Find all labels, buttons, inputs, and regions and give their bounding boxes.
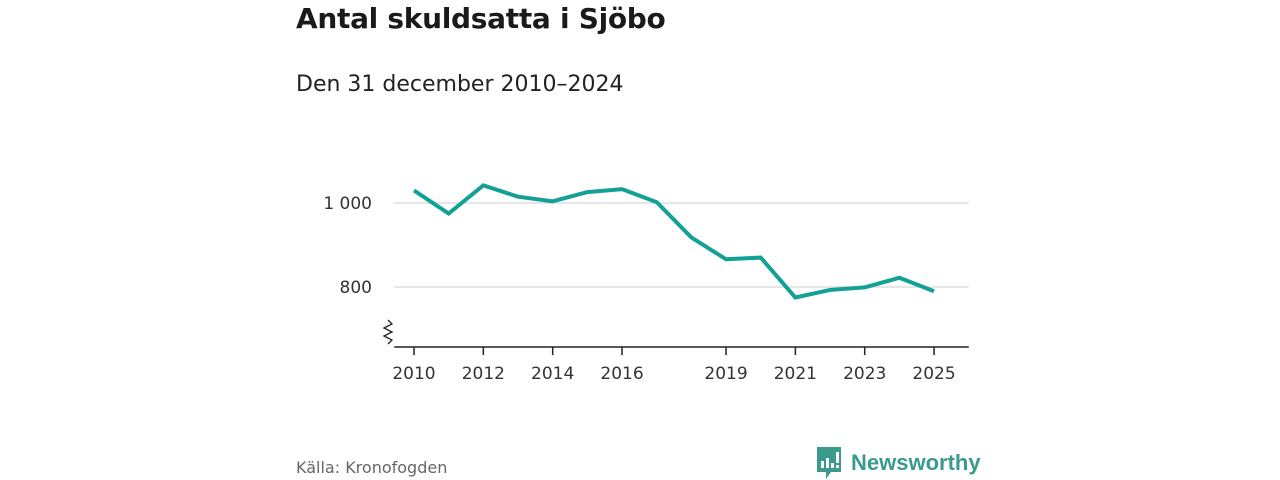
- y-tick-label: 800: [340, 278, 372, 298]
- newsworthy-logo-icon: [817, 447, 841, 479]
- axis-break-icon: [382, 319, 394, 345]
- y-tick-label: 1 000: [323, 194, 372, 214]
- x-tick-label: 2019: [704, 364, 747, 384]
- x-tick-label: 2010: [392, 364, 435, 384]
- x-tick-label: 2021: [774, 364, 817, 384]
- x-tick-label: 2016: [600, 364, 643, 384]
- x-tick-label: 2012: [462, 364, 505, 384]
- x-tick-label: 2014: [531, 364, 574, 384]
- brand-name: Newsworthy: [851, 450, 981, 475]
- chart-subtitle: Den 31 december 2010–2024: [296, 72, 624, 97]
- chart-title: Antal skuldsatta i Sjöbo: [296, 2, 666, 35]
- x-tick-label: 2023: [843, 364, 886, 384]
- x-tick-label: 2025: [912, 364, 955, 384]
- series-line: [412, 183, 935, 300]
- brand-logo: Newsworthy: [815, 446, 981, 480]
- source-note: Källa: Kronofogden: [296, 458, 448, 477]
